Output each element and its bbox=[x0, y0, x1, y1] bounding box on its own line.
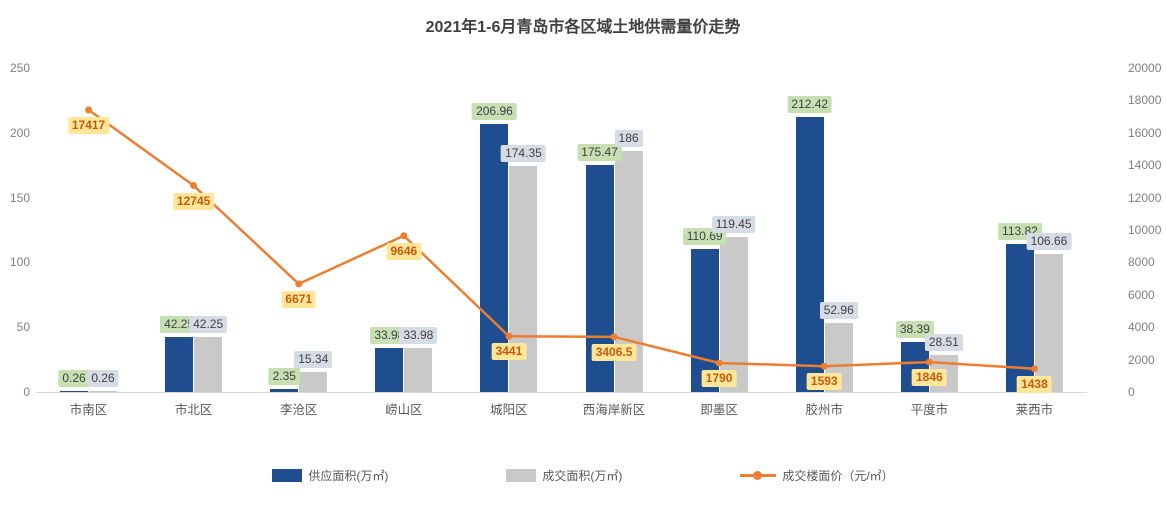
price-point bbox=[400, 232, 408, 240]
price-value-label: 12745 bbox=[172, 192, 215, 210]
transaction-bar bbox=[89, 391, 118, 392]
transaction-value-label: 28.51 bbox=[924, 334, 963, 352]
transaction-value-label: 15.34 bbox=[294, 351, 333, 369]
price-point bbox=[85, 106, 93, 114]
x-axis-label: 城阳区 bbox=[490, 403, 528, 417]
price-legend-line-icon bbox=[740, 471, 777, 480]
chart-title: 2021年1-6月青岛市各区域土地供需量价走势 bbox=[425, 19, 741, 36]
transaction-value-label: 119.45 bbox=[711, 216, 756, 234]
price-value-label: 3406.5 bbox=[591, 343, 637, 361]
left-axis-tick: 200 bbox=[9, 125, 30, 140]
x-axis-label: 胶州市 bbox=[805, 403, 844, 417]
transaction-bar bbox=[1034, 253, 1063, 392]
x-axis-label: 西海岸新区 bbox=[582, 403, 646, 417]
x-axis-label: 李沧区 bbox=[279, 403, 318, 417]
supply-value-label: 212.42 bbox=[787, 95, 833, 113]
right-axis-tick: 2000 bbox=[1128, 352, 1155, 367]
transaction-legend-swatch bbox=[506, 469, 537, 482]
price-line bbox=[87, 108, 1035, 370]
right-axis-tick: 14000 bbox=[1128, 158, 1162, 173]
left-axis-tick: 50 bbox=[16, 320, 30, 335]
right-axis-tick: 16000 bbox=[1128, 125, 1162, 140]
x-axis-label: 即墨区 bbox=[700, 403, 738, 417]
transaction-bar bbox=[404, 347, 433, 392]
x-axis-label: 平度市 bbox=[910, 403, 949, 417]
transaction-value-label: 186 bbox=[614, 129, 643, 147]
x-axis-line bbox=[36, 392, 1087, 393]
left-axis-tick: 0 bbox=[23, 385, 30, 399]
x-axis-label: 莱西市 bbox=[1015, 403, 1054, 417]
left-axis-tick: 150 bbox=[9, 190, 30, 205]
x-axis-label: 市南区 bbox=[69, 403, 108, 417]
supply-bar bbox=[270, 388, 299, 392]
right-axis-tick: 0 bbox=[1128, 385, 1135, 399]
price-value-label: 6671 bbox=[281, 290, 317, 308]
transaction-bar bbox=[719, 237, 748, 392]
x-axis-label: 崂山区 bbox=[385, 403, 423, 417]
price-value-label: 1438 bbox=[1017, 375, 1052, 393]
supply-legend-swatch bbox=[272, 469, 303, 482]
legend-label: 成交楼面价（元/㎡） bbox=[782, 469, 894, 483]
transaction-value-label: 33.98 bbox=[399, 326, 438, 344]
transaction-bar bbox=[194, 337, 223, 392]
price-value-label: 17417 bbox=[67, 116, 110, 134]
supply-value-label: 206.96 bbox=[472, 102, 517, 120]
left-axis-tick: 100 bbox=[9, 255, 30, 270]
supply-bar bbox=[1005, 244, 1034, 392]
price-value-label: 3441 bbox=[491, 343, 527, 361]
right-axis-tick: 20000 bbox=[1128, 61, 1162, 75]
transaction-bar bbox=[299, 372, 328, 392]
right-axis-tick: 18000 bbox=[1128, 93, 1162, 108]
right-axis-tick: 6000 bbox=[1128, 287, 1155, 302]
legend-label: 成交面积(万㎡) bbox=[542, 469, 623, 483]
price-value-label: 9646 bbox=[386, 242, 422, 260]
x-axis-label: 市北区 bbox=[174, 403, 213, 417]
supply-value-label: 2.35 bbox=[268, 367, 300, 385]
supply-bar bbox=[60, 391, 89, 392]
right-axis-tick: 12000 bbox=[1128, 190, 1162, 205]
right-axis-tick: 4000 bbox=[1128, 320, 1155, 335]
price-legend-dot-icon bbox=[753, 471, 763, 480]
price-value-label: 1790 bbox=[701, 370, 737, 387]
left-axis-tick: 250 bbox=[9, 61, 30, 75]
price-point bbox=[190, 182, 198, 190]
supply-bar bbox=[165, 337, 194, 392]
legend-label: 供应面积(万㎡) bbox=[308, 469, 389, 483]
transaction-value-label: 106.66 bbox=[1026, 232, 1072, 250]
supply-value-label: 0.26 bbox=[58, 370, 90, 387]
transaction-value-label: 0.26 bbox=[87, 370, 119, 387]
price-value-label: 1593 bbox=[806, 373, 842, 391]
transaction-value-label: 174.35 bbox=[501, 145, 546, 163]
transaction-value-label: 42.25 bbox=[189, 316, 228, 334]
supply-bar bbox=[795, 116, 824, 392]
right-axis-tick: 8000 bbox=[1128, 255, 1155, 270]
price-point bbox=[295, 280, 303, 288]
legend-item-price[interactable]: 成交楼面价（元/㎡） bbox=[740, 467, 894, 484]
chart-legend: 供应面积(万㎡) 成交面积(万㎡) 成交楼面价（元/㎡） bbox=[0, 467, 1166, 484]
right-axis-tick: 10000 bbox=[1128, 223, 1162, 237]
legend-item-supply[interactable]: 供应面积(万㎡) bbox=[272, 467, 388, 484]
transaction-value-label: 52.96 bbox=[819, 302, 858, 320]
legend-item-transaction[interactable]: 成交面积(万㎡) bbox=[506, 467, 622, 484]
supply-bar bbox=[375, 347, 404, 392]
price-value-label: 1846 bbox=[911, 369, 947, 387]
